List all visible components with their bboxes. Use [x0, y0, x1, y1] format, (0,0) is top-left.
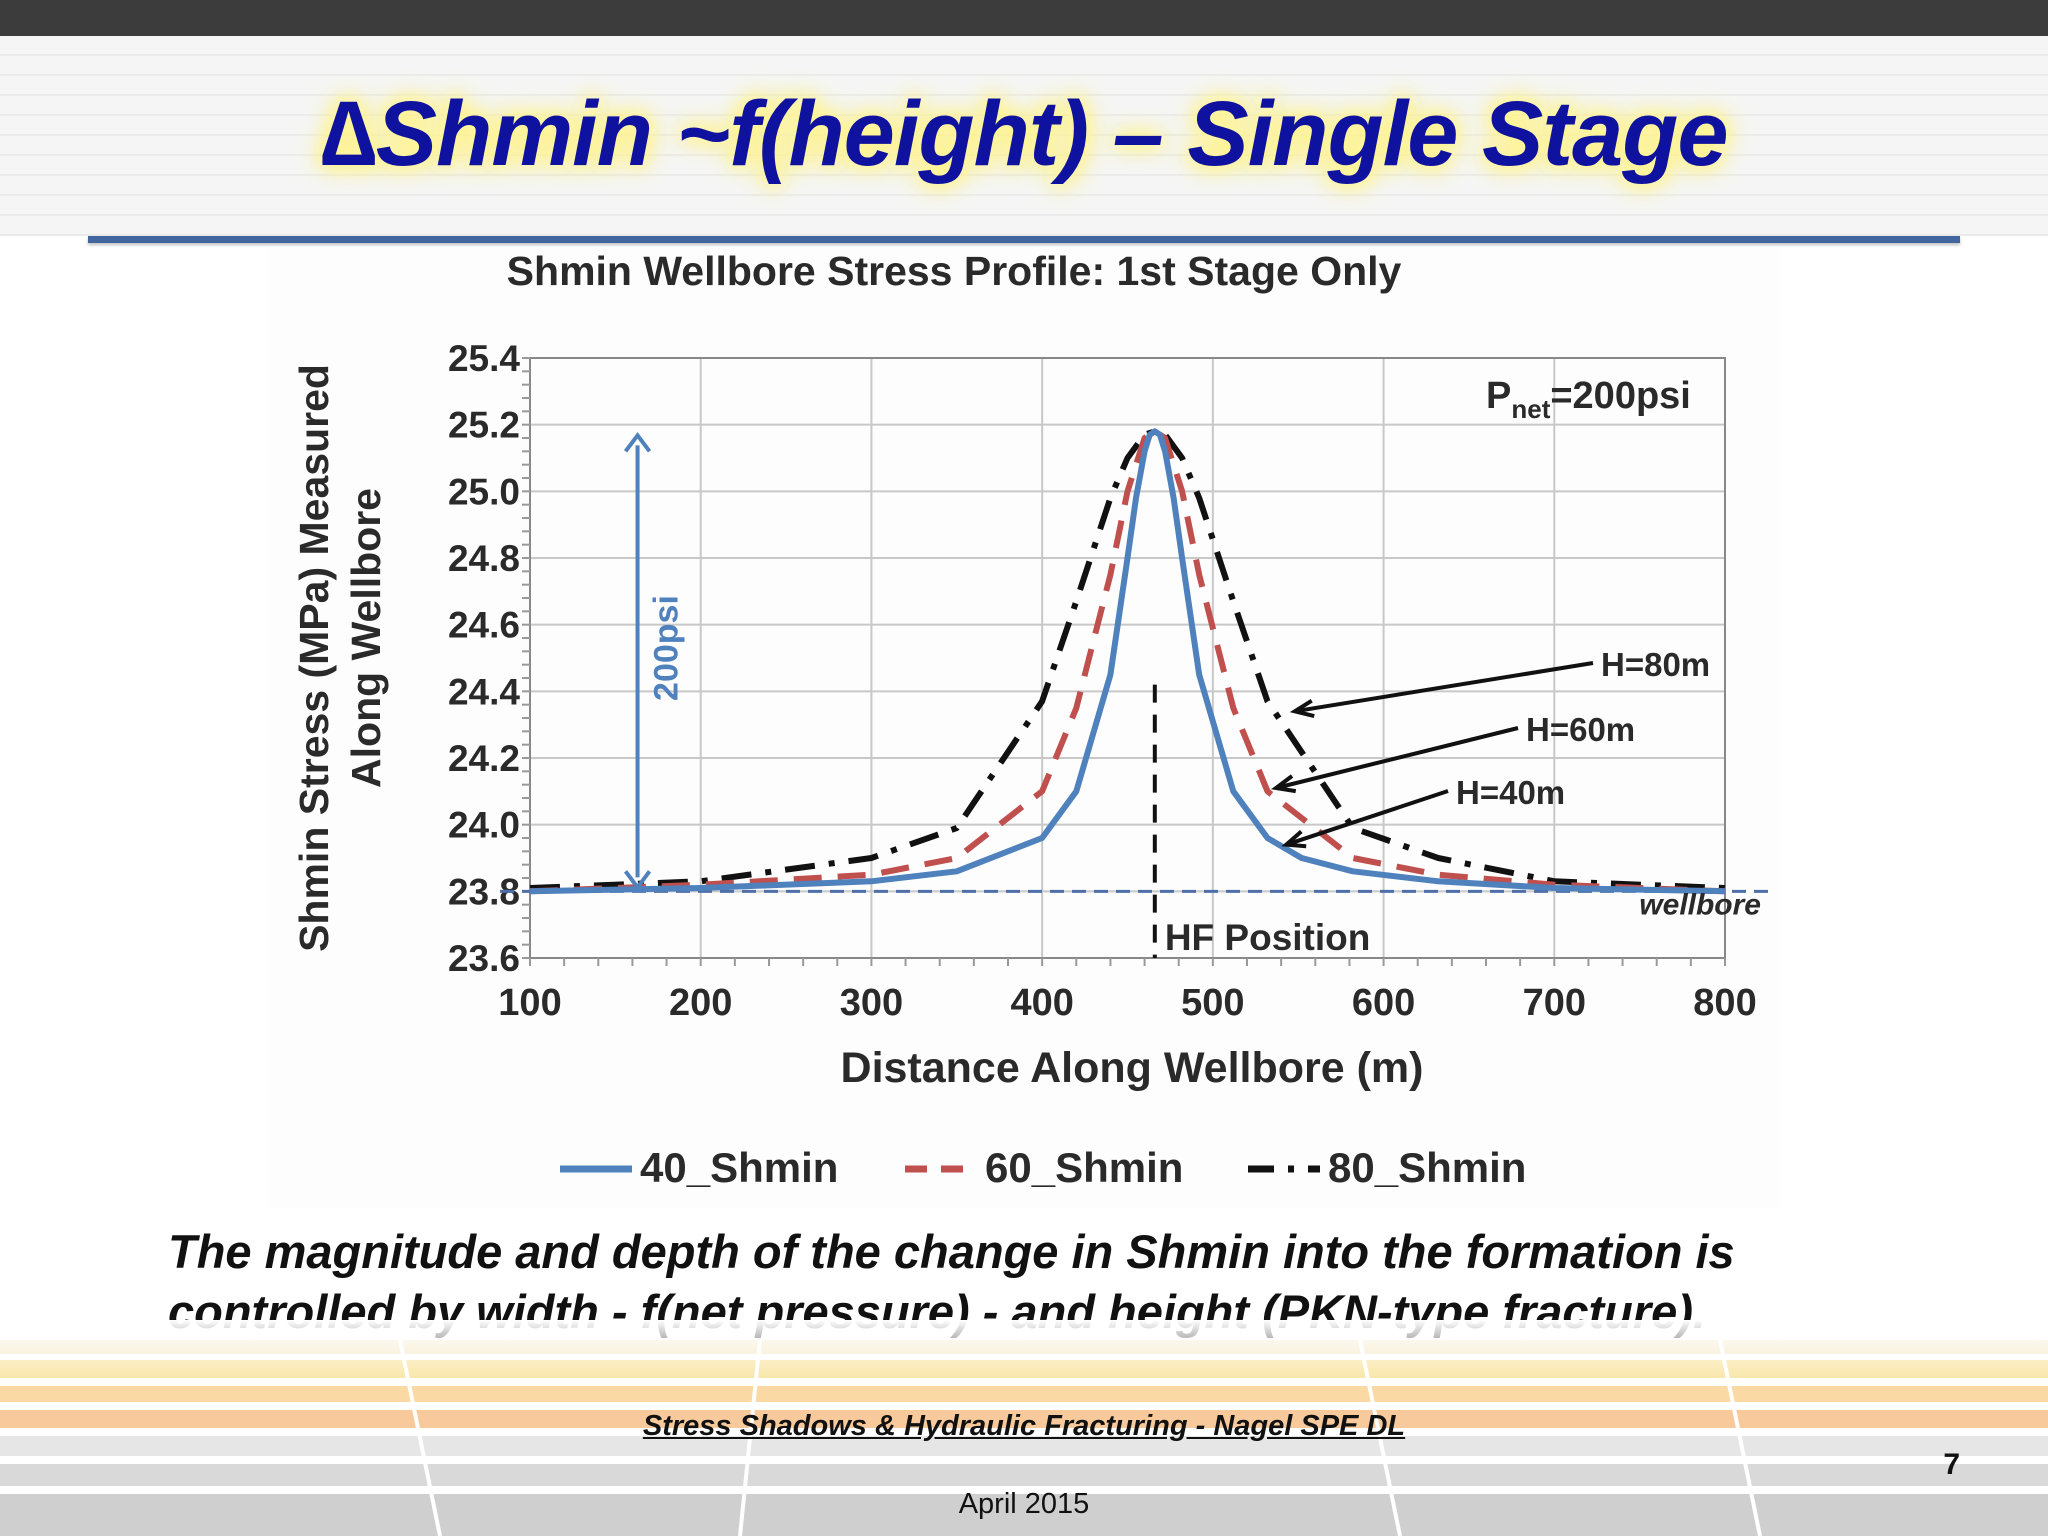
x-tick-label: 100 — [498, 982, 561, 1024]
y-tick-label: 24.2 — [448, 738, 520, 779]
stress-profile-chart: Shmin Wellbore Stress Profile: 1st Stage… — [291, 248, 1775, 1191]
y-tick-label: 24.6 — [448, 605, 520, 646]
pointer-head-h60 — [1271, 774, 1297, 794]
pointer-head-h40 — [1281, 829, 1307, 849]
x-tick-label: 600 — [1352, 982, 1415, 1024]
legend: 40_Shmin 60_Shmin 80_Shmin — [560, 1144, 1526, 1191]
plot-area-border — [529, 357, 1726, 959]
x-tick-label: 800 — [1693, 982, 1756, 1024]
legend-label-60_Shmin: 60_Shmin — [985, 1144, 1183, 1191]
pointer-h40 — [1285, 789, 1449, 847]
pointer-head-h80 — [1289, 699, 1315, 719]
pointer-h80 — [1294, 661, 1594, 714]
legend-label-40_Shmin: 40_Shmin — [640, 1144, 838, 1191]
annotations: Pnet=200psi HF Position wellbore H=80m H=60m… — [1165, 375, 1761, 958]
hf-position-label: HF Position — [1165, 917, 1371, 958]
title-background — [0, 36, 2048, 236]
chart-title: Shmin Wellbore Stress Profile: 1st Stage… — [507, 248, 1402, 294]
slide-title: ∆Shmin ~f(height) – Single Stage — [320, 83, 1729, 185]
x-tick-label: 400 — [1010, 982, 1073, 1024]
y-tick-label: 25.2 — [448, 405, 520, 446]
title-divider — [88, 236, 1960, 243]
footer-background — [0, 1320, 2048, 1536]
pointer-h60 — [1275, 726, 1519, 790]
x-axis-label: Distance Along Wellbore (m) — [841, 1044, 1424, 1092]
legend-label-80_Shmin: 80_Shmin — [1328, 1144, 1526, 1191]
footer-date: April 2015 — [958, 1488, 1090, 1520]
x-tick-label: 700 — [1523, 982, 1586, 1024]
chart-panel: Shmin Wellbore Stress Profile: 1st Stage… — [268, 248, 1780, 1208]
arrow-label: 200psi — [648, 595, 686, 701]
x-tick-label: 300 — [840, 982, 903, 1024]
y-axis-label-line-1: Shmin Stress (MPa) Measured — [291, 364, 337, 952]
pnet-label: Pnet=200psi — [1486, 375, 1691, 424]
page-number: 7 — [1943, 1448, 1960, 1481]
wellbore-label: wellbore — [1639, 889, 1761, 922]
footer-reference: Stress Shadows & Hydraulic Fracturing - … — [642, 1410, 1406, 1442]
y-tick-label: 24.4 — [448, 671, 520, 712]
axis-ticks: 100 200 300 400 500 600 700 80023.623.824.024.2… — [448, 338, 1757, 1024]
series-line-80_Shmin — [529, 428, 1726, 891]
series — [529, 428, 1726, 895]
series-line-40_Shmin — [529, 428, 1726, 895]
arrow-head-top — [623, 431, 652, 453]
y-tick-label: 24.8 — [448, 538, 520, 579]
slide-caption: The magnitude and depth of the change in… — [168, 1225, 1735, 1338]
y-axis-label-line-2: Along Wellbore — [343, 488, 389, 788]
label-h80: H=80m — [1601, 646, 1710, 683]
y-tick-label: 25.0 — [448, 471, 520, 512]
arrow-head-bottom — [623, 870, 652, 891]
top-bar — [0, 0, 2048, 36]
label-h60: H=60m — [1526, 711, 1635, 748]
arrow-200psi: 200psi — [623, 431, 686, 891]
series-line-60_Shmin — [529, 428, 1726, 895]
y-tick-label: 25.4 — [448, 338, 520, 379]
x-tick-label: 200 — [669, 982, 732, 1024]
y-axis-label: Shmin Stress (MPa) Measured Along Wellbor… — [291, 364, 389, 952]
grid — [529, 357, 1726, 959]
label-h40: H=40m — [1456, 774, 1565, 811]
x-tick-label: 500 — [1181, 982, 1244, 1024]
y-tick-label: 24.0 — [448, 805, 520, 846]
y-tick-label: 23.6 — [448, 938, 520, 979]
